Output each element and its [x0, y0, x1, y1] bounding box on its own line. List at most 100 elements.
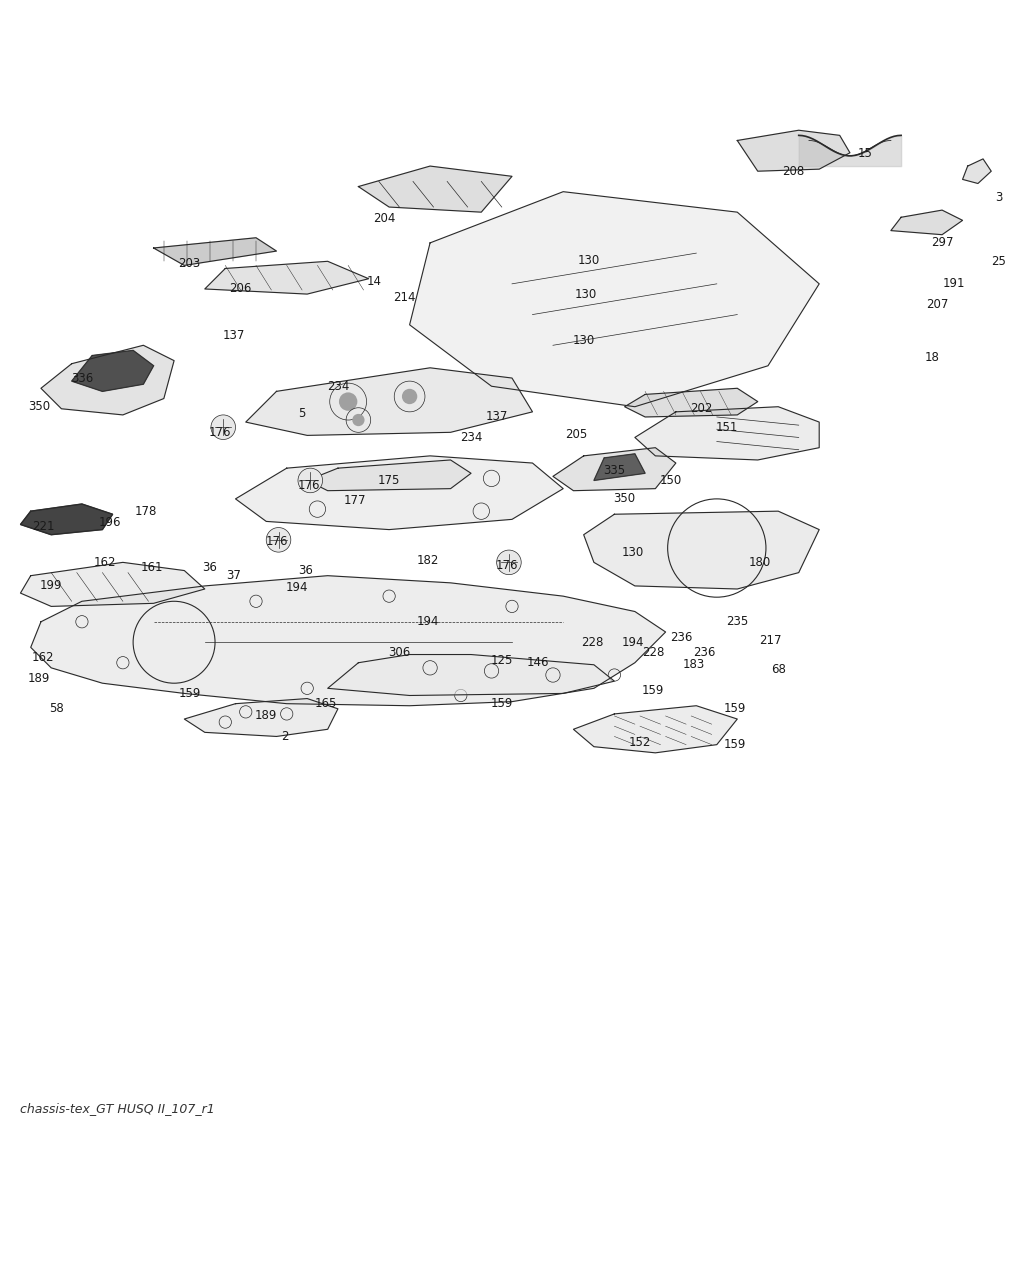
Text: 208: 208	[782, 164, 805, 178]
Text: 5: 5	[298, 407, 306, 421]
Text: 203: 203	[178, 257, 201, 269]
Text: 137: 137	[485, 411, 508, 423]
Text: 159: 159	[642, 684, 665, 696]
Text: 159: 159	[724, 703, 746, 715]
Text: 217: 217	[759, 633, 781, 647]
Text: 2: 2	[281, 729, 289, 743]
Text: 204: 204	[373, 212, 395, 225]
Text: 146: 146	[526, 656, 549, 669]
Polygon shape	[205, 262, 369, 295]
Text: 68: 68	[771, 664, 785, 676]
Polygon shape	[584, 511, 819, 589]
Text: 125: 125	[490, 655, 513, 667]
Text: 14: 14	[367, 276, 381, 288]
Text: 189: 189	[255, 709, 278, 723]
Text: 194: 194	[286, 581, 308, 594]
Text: 130: 130	[622, 546, 644, 559]
Text: 183: 183	[683, 659, 706, 671]
Circle shape	[266, 527, 291, 552]
Polygon shape	[410, 192, 819, 407]
Polygon shape	[625, 388, 758, 417]
Polygon shape	[184, 699, 338, 737]
Text: 234: 234	[460, 431, 482, 444]
Text: 176: 176	[265, 536, 288, 549]
Text: 350: 350	[613, 493, 636, 506]
Text: 159: 159	[490, 698, 513, 710]
Polygon shape	[31, 575, 666, 705]
Text: 178: 178	[134, 504, 157, 518]
Text: 191: 191	[943, 277, 966, 291]
Polygon shape	[20, 562, 205, 607]
Text: 189: 189	[28, 671, 50, 685]
Polygon shape	[328, 655, 614, 695]
Text: 194: 194	[622, 636, 644, 648]
Polygon shape	[635, 407, 819, 460]
Text: 165: 165	[314, 698, 337, 710]
Text: 137: 137	[222, 329, 245, 341]
Circle shape	[211, 415, 236, 440]
Text: 176: 176	[496, 559, 518, 571]
Text: 194: 194	[417, 616, 439, 628]
Text: 306: 306	[388, 646, 411, 659]
Polygon shape	[737, 130, 850, 171]
Text: 180: 180	[749, 556, 771, 569]
Text: 199: 199	[40, 579, 62, 593]
Polygon shape	[594, 454, 645, 480]
Text: chassis-tex_GT HUSQ II_107_r1: chassis-tex_GT HUSQ II_107_r1	[20, 1102, 215, 1115]
Text: 36: 36	[203, 561, 217, 574]
Circle shape	[298, 468, 323, 493]
Text: 130: 130	[578, 254, 600, 267]
Text: 3: 3	[994, 191, 1002, 205]
Polygon shape	[20, 504, 113, 535]
Text: 175: 175	[378, 474, 400, 487]
Text: 130: 130	[572, 334, 595, 346]
Text: 18: 18	[925, 351, 939, 364]
Text: 130: 130	[574, 288, 597, 301]
Text: 221: 221	[32, 520, 54, 533]
Text: 234: 234	[327, 379, 349, 393]
Text: 228: 228	[642, 646, 665, 659]
Text: 15: 15	[858, 148, 872, 161]
Text: 182: 182	[417, 554, 439, 566]
Text: 228: 228	[581, 636, 603, 648]
Polygon shape	[358, 166, 512, 212]
Text: 297: 297	[931, 236, 953, 249]
Text: 159: 159	[724, 738, 746, 751]
Polygon shape	[236, 456, 563, 530]
Text: 162: 162	[32, 651, 54, 664]
Text: 25: 25	[991, 255, 1006, 268]
Circle shape	[401, 389, 418, 404]
Text: 207: 207	[926, 298, 948, 311]
Text: 37: 37	[226, 569, 241, 583]
Text: 236: 236	[693, 646, 716, 659]
Text: 202: 202	[690, 402, 713, 416]
Polygon shape	[573, 705, 737, 753]
Text: 205: 205	[565, 428, 588, 441]
Polygon shape	[246, 368, 532, 435]
Text: 214: 214	[393, 291, 416, 303]
Text: 162: 162	[93, 556, 116, 569]
Text: 336: 336	[71, 372, 93, 384]
Text: 152: 152	[629, 736, 651, 750]
Text: 236: 236	[670, 631, 692, 643]
Polygon shape	[553, 447, 676, 490]
Polygon shape	[41, 345, 174, 415]
Text: 206: 206	[229, 282, 252, 296]
Circle shape	[352, 413, 365, 426]
Polygon shape	[963, 159, 991, 183]
Text: 151: 151	[716, 421, 738, 434]
Text: 36: 36	[298, 564, 312, 578]
Text: 235: 235	[726, 616, 749, 628]
Polygon shape	[72, 350, 154, 392]
Text: 176: 176	[298, 479, 321, 492]
Text: 196: 196	[98, 516, 121, 528]
Text: 350: 350	[28, 401, 50, 413]
Circle shape	[497, 550, 521, 575]
Text: 159: 159	[178, 686, 201, 700]
Circle shape	[339, 392, 357, 411]
Text: 177: 177	[344, 494, 367, 507]
Text: 161: 161	[140, 561, 163, 574]
Polygon shape	[891, 210, 963, 235]
Text: 176: 176	[209, 426, 231, 439]
Polygon shape	[154, 238, 276, 265]
